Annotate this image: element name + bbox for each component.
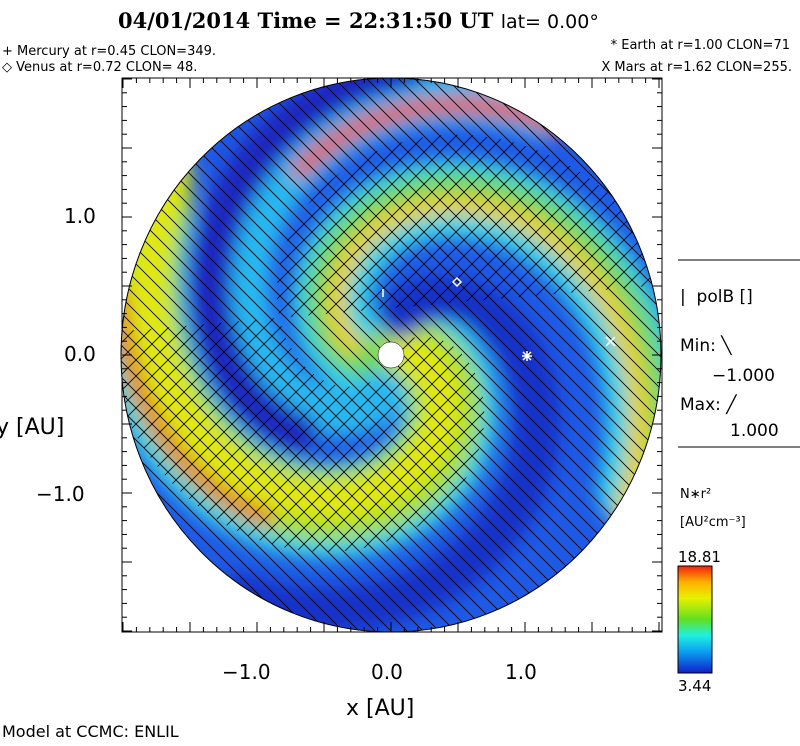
x-axis-label: x [AU] <box>346 696 415 721</box>
plot-title: 04/01/2014 Time = 22:31:50 UT lat= 0.00° <box>118 8 599 33</box>
polarity-hatch-positive <box>121 134 661 552</box>
polarity-var-label: | polB [] <box>680 287 753 307</box>
x-tick-label: −1.0 <box>222 660 271 684</box>
venus-label: ◇ Venus at r=0.72 CLON= 48. <box>2 60 198 75</box>
polarity-min-value: −1.000 <box>712 366 775 386</box>
y-tick-label: 0.0 <box>64 342 96 366</box>
polarity-max-label: Max: ╱ <box>680 395 737 415</box>
mars-label: X Mars at r=1.62 CLON=255. <box>601 60 792 75</box>
title-lat: lat= 0.00° <box>500 11 599 33</box>
footer-credit: Model at CCMC: ENLIL <box>2 722 179 741</box>
colorbar-variable: N∗r² <box>680 487 712 502</box>
polarity-min-label: Min: ╲ <box>680 336 732 356</box>
earth-label: * Earth at r=1.00 CLON=71 <box>610 38 790 53</box>
y-tick-label: −1.0 <box>36 482 85 506</box>
mercury-label: + Mercury at r=0.45 CLON=349. <box>2 44 217 59</box>
colorbar-units: [AU²cm⁻³] <box>680 515 746 530</box>
x-tick-label: 0.0 <box>371 660 403 684</box>
density-map <box>121 78 661 632</box>
y-axis-label: y [AU] <box>0 415 65 440</box>
colorbar-min: 3.44 <box>678 677 712 695</box>
polarity-max-value: 1.000 <box>730 421 779 441</box>
colorbar-max: 18.81 <box>678 548 721 566</box>
title-date-time: 04/01/2014 Time = 22:31:50 UT <box>118 8 494 33</box>
mars-marker-icon <box>605 336 616 347</box>
sun-icon <box>377 341 405 369</box>
polarity-var-name: polB [] <box>696 287 753 307</box>
colorbar <box>677 565 713 674</box>
x-tick-label: 1.0 <box>505 660 537 684</box>
earth-marker-icon <box>522 351 532 361</box>
y-tick-label: 1.0 <box>64 204 96 228</box>
venus-marker-icon <box>451 276 463 288</box>
axis-ticks <box>122 78 662 632</box>
